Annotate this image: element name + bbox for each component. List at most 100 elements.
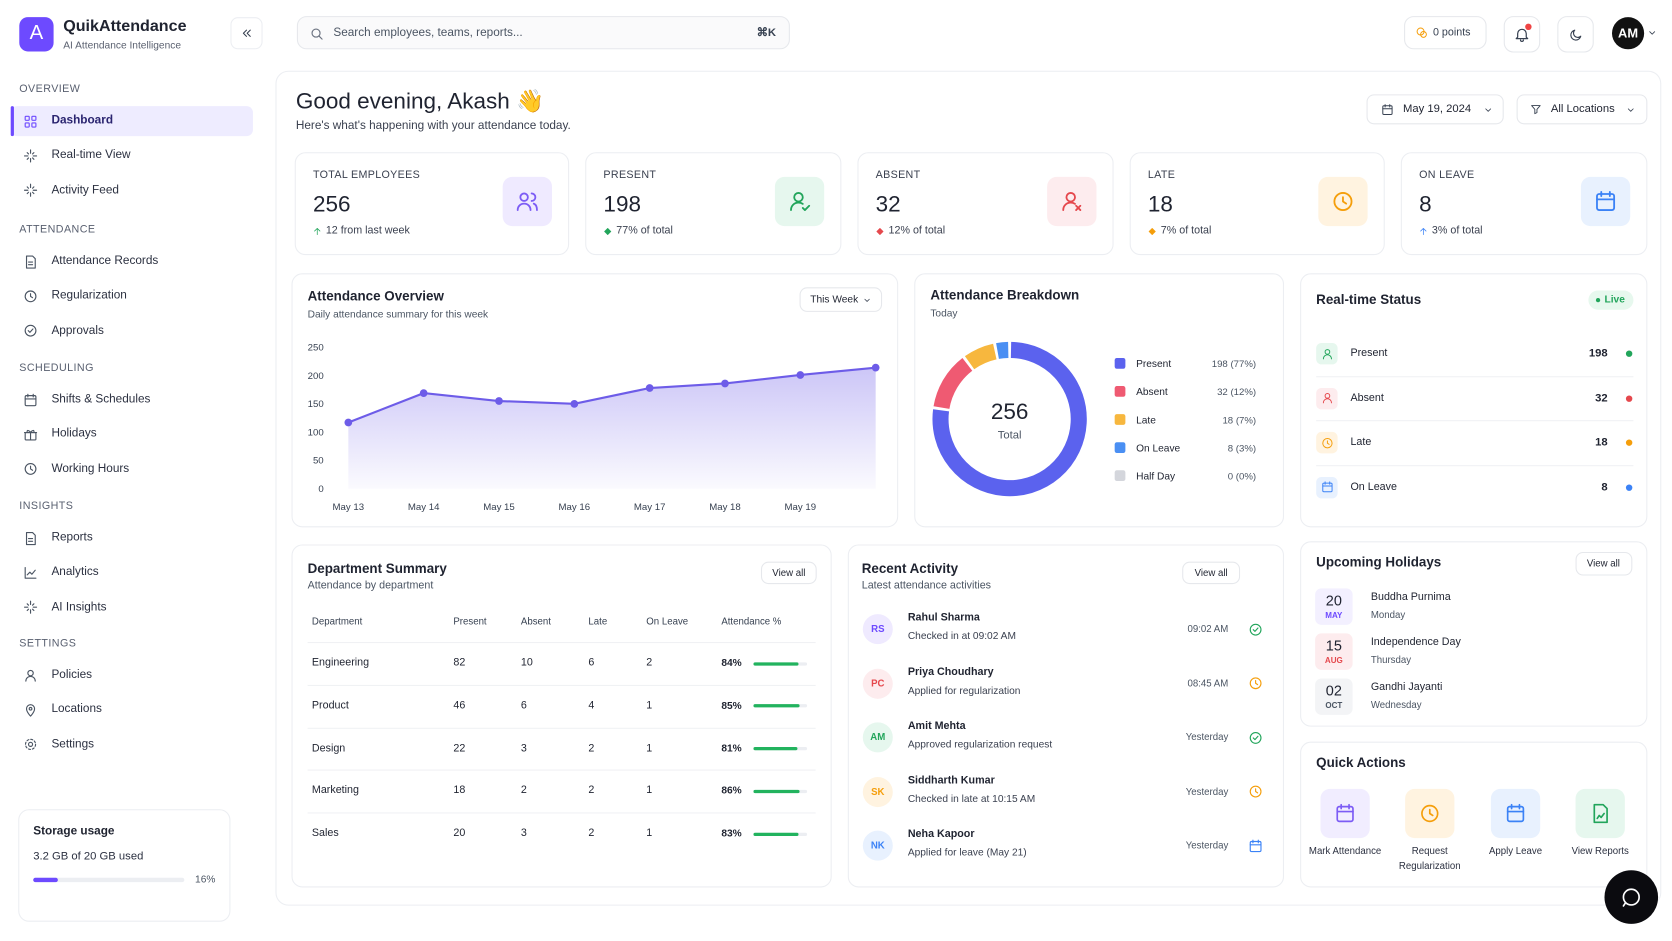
- view-all-button[interactable]: [1575, 551, 1633, 576]
- date-picker[interactable]: [1366, 94, 1504, 125]
- y-tick-label: 150: [308, 399, 324, 410]
- legend-value: 0 (0%): [1228, 471, 1256, 482]
- nav-icon: [21, 391, 38, 408]
- column-header: On Leave: [646, 615, 689, 627]
- nav-item[interactable]: Approvals: [51, 323, 104, 337]
- nav-item[interactable]: Shifts & Schedules: [51, 392, 151, 406]
- department-card: [291, 544, 832, 888]
- avatar[interactable]: [1611, 17, 1645, 50]
- table-cell: 82: [453, 657, 466, 669]
- nav-icon-glyph: [25, 703, 35, 717]
- card-title: Recent Activity: [861, 561, 959, 577]
- view-all-button[interactable]: [1182, 561, 1241, 585]
- quick-action-label[interactable]: Request Regularization: [1398, 845, 1461, 871]
- activity-time: Yesterday: [1185, 731, 1229, 743]
- y-tick-label: 50: [313, 456, 324, 467]
- chat-button[interactable]: [1604, 870, 1659, 924]
- greeting-subtitle: Here's what's happening with your attend…: [295, 119, 571, 133]
- view-all-button[interactable]: [760, 561, 817, 585]
- status-icon-glyph: [1322, 348, 1332, 359]
- nav-item[interactable]: Working Hours: [51, 461, 130, 475]
- stat-icon: [1580, 176, 1631, 227]
- location-filter[interactable]: [1516, 94, 1648, 125]
- row-divider: [1316, 420, 1634, 422]
- collapse-button[interactable]: [230, 17, 263, 50]
- activity-status-glyph: [1249, 731, 1262, 744]
- nav-icon-glyph: [24, 669, 36, 682]
- date-icon-glyph: [1381, 103, 1393, 115]
- nav-item[interactable]: Reports: [51, 530, 93, 544]
- table-cell: 2: [520, 784, 527, 797]
- x-tick-label: May 14: [408, 502, 440, 513]
- theme-button[interactable]: [1557, 16, 1594, 53]
- holiday-date: [1315, 588, 1353, 625]
- nav-icon-glyph: [24, 566, 36, 579]
- nav-item[interactable]: Dashboard: [51, 114, 114, 127]
- nav-icon-glyph: [23, 429, 37, 441]
- nav-section-title: SETTINGS: [19, 637, 77, 650]
- chart-subtitle: Daily attendance summary for this week: [307, 309, 489, 321]
- donut-segment: [964, 343, 997, 370]
- nav-item[interactable]: Locations: [51, 702, 102, 716]
- column-header: Absent: [520, 615, 551, 627]
- holiday-weekday: Thursday: [1370, 654, 1412, 666]
- holiday-date: [1315, 633, 1353, 670]
- attendance-bar: [753, 661, 799, 666]
- notifications-button-glyph: [1515, 28, 1529, 42]
- nav-item[interactable]: Analytics: [51, 565, 99, 579]
- holiday-name: Independence Day: [1370, 636, 1461, 649]
- status-value: 18: [1595, 436, 1608, 449]
- activity-status: [1248, 730, 1264, 746]
- range-select[interactable]: [799, 287, 883, 312]
- stat-value: 18: [1147, 192, 1173, 217]
- nav-item[interactable]: Policies: [51, 668, 93, 682]
- table-cell: 1: [646, 742, 653, 755]
- line: [347, 366, 876, 424]
- quick-action-button[interactable]: [1405, 788, 1455, 839]
- quick-action-button[interactable]: [1575, 788, 1625, 839]
- quick-action-label[interactable]: Mark Attendance: [1308, 845, 1382, 857]
- nav-item[interactable]: Activity Feed: [51, 183, 119, 197]
- quick-action-button[interactable]: [1490, 788, 1541, 839]
- nav-section-title: SCHEDULING: [19, 362, 94, 375]
- nav-item[interactable]: AI Insights: [51, 600, 107, 614]
- legend-swatch: [1114, 414, 1126, 425]
- legend-value: 32 (12%): [1217, 387, 1256, 398]
- area: [348, 367, 876, 489]
- search-box[interactable]: [296, 16, 790, 50]
- holiday-weekday: Monday: [1370, 609, 1406, 621]
- row-divider: [307, 727, 816, 729]
- activity-text: Checked in late at 10:15 AM: [907, 793, 1036, 806]
- storage-text: 3.2 GB of 20 GB used: [33, 849, 144, 863]
- activity-status-glyph: [1249, 785, 1262, 798]
- activity-time: 08:45 AM: [1187, 677, 1229, 689]
- legend-label: Late: [1136, 415, 1156, 426]
- nav-icon: [21, 322, 38, 339]
- holiday-name: Buddha Purnima: [1370, 591, 1451, 604]
- points-icon: [1414, 25, 1430, 41]
- points-button[interactable]: [1404, 16, 1487, 50]
- legend-swatch: [1114, 357, 1126, 369]
- chart-subtitle: Today: [930, 307, 958, 320]
- quick-action-label[interactable]: View Reports: [1571, 845, 1629, 857]
- nav-item[interactable]: Holidays: [51, 427, 97, 441]
- holiday-name: Gandhi Jayanti: [1370, 681, 1443, 694]
- point: [871, 363, 880, 372]
- legend-value: 18 (7%): [1222, 415, 1256, 426]
- quick-action-label[interactable]: Apply Leave: [1488, 845, 1543, 857]
- quick-action-button[interactable]: [1320, 788, 1370, 839]
- stat-icon-glyph: [1596, 190, 1616, 211]
- donut-segment: [932, 341, 1087, 497]
- y-tick-label: 0: [318, 484, 323, 495]
- nav-item[interactable]: Attendance Records: [51, 254, 159, 268]
- nav-item[interactable]: Settings: [51, 737, 95, 751]
- nav-icon-glyph: [24, 738, 36, 751]
- stat-value: 256: [312, 192, 351, 217]
- nav-item[interactable]: Real-time View: [51, 148, 131, 162]
- donut-total: 256: [991, 399, 1029, 424]
- nav-section-title: INSIGHTS: [19, 500, 74, 513]
- quick-action-button-glyph: [1506, 803, 1525, 823]
- activity-card: [847, 544, 1285, 888]
- nav-item[interactable]: Regularization: [51, 289, 127, 302]
- notifications-button[interactable]: [1503, 16, 1541, 53]
